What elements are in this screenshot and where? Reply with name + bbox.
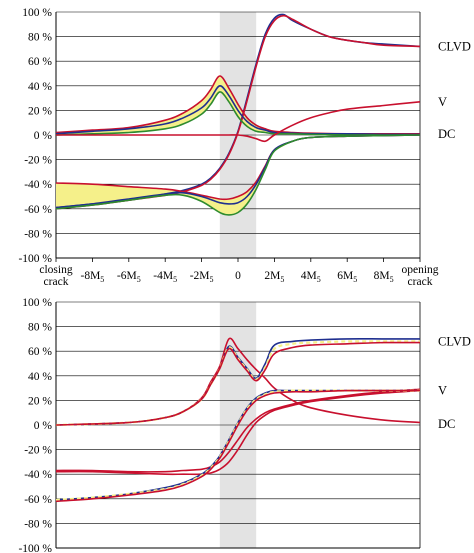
bottom-y-tick-label: -40 % bbox=[24, 469, 52, 481]
top-annotation-v: V bbox=[438, 95, 447, 109]
top-y-tick-label: 40 % bbox=[28, 81, 52, 93]
top-x-tick-label: 4M5 bbox=[301, 270, 321, 284]
top-y-tick-label: -40 % bbox=[24, 179, 52, 191]
top-y-tick-label: 100 % bbox=[22, 7, 52, 19]
chart-panel-bottom: 100 % 80 % 60 % 40 % 20 % 0 % -20 % -40 % -60 % -… bbox=[18, 297, 470, 553]
bottom-y-tick-label: 80 % bbox=[28, 322, 52, 334]
top-annotation-clvd: CLVD bbox=[438, 39, 471, 53]
top-x-tick-label: 2M5 bbox=[264, 270, 284, 284]
top-series-vneg_green bbox=[55, 134, 421, 216]
top-x-tick-label: crack bbox=[408, 276, 433, 288]
top-x-tick-label: 6M5 bbox=[337, 270, 357, 284]
bottom-series-v_red_lower bbox=[55, 389, 421, 476]
top-band-vneg_red bbox=[56, 135, 420, 215]
bottom-y-tick-label: 100 % bbox=[22, 297, 52, 309]
top-y-tick-label: 60 % bbox=[28, 56, 52, 68]
bottom-annotation-clvd: CLVD bbox=[438, 334, 471, 348]
bottom-y-tick-label: -60 % bbox=[24, 494, 52, 506]
top-y-tick-label: -100 % bbox=[18, 253, 52, 265]
top-x-tick-label: -4M5 bbox=[153, 270, 177, 284]
top-y-tick-label: -80 % bbox=[24, 228, 52, 240]
bottom-y-tick-label: 40 % bbox=[28, 371, 52, 383]
top-x-tick-label: opening bbox=[401, 264, 438, 276]
top-x-tick-label: crack bbox=[44, 276, 69, 288]
top-x-tick-label: -8M5 bbox=[80, 270, 104, 284]
bottom-annotation-v: V bbox=[438, 384, 447, 398]
bottom-y-tick-label: 60 % bbox=[28, 346, 52, 358]
top-y-tick-label: -20 % bbox=[24, 155, 52, 167]
bottom-series-clvd_red_neg bbox=[55, 389, 420, 503]
top-x-tick-label: 8M5 bbox=[374, 270, 394, 284]
top-x-tick-label: -2M5 bbox=[190, 270, 214, 284]
top-series-vpos_red bbox=[56, 101, 421, 143]
top-y-tick-label: 80 % bbox=[28, 32, 52, 44]
top-series-dc_green bbox=[55, 91, 420, 136]
top-x-tick-label: 0 bbox=[235, 270, 241, 282]
top-x-tick-label: -6M5 bbox=[117, 270, 141, 284]
top-annotation-dc: DC bbox=[438, 127, 455, 141]
top-y-tick-label: 0 % bbox=[34, 130, 53, 142]
bottom-series-clvd_red_pos bbox=[55, 341, 421, 426]
top-y-tick-label: 20 % bbox=[28, 105, 52, 117]
chart-panel-top: 100 % 80 % 60 % 40 % 20 % 0 % -20 % -40 % -60 % -… bbox=[18, 7, 470, 288]
bottom-y-tick-label: -100 % bbox=[18, 543, 52, 553]
bottom-y-tick-label: 20 % bbox=[28, 395, 52, 407]
bottom-y-tick-label: -20 % bbox=[24, 445, 52, 457]
bottom-annotation-dc: DC bbox=[438, 417, 455, 431]
bottom-y-tick-label: 0 % bbox=[34, 420, 53, 432]
bottom-series-v_red_upper bbox=[55, 388, 421, 473]
top-x-tick-label: closing bbox=[39, 264, 72, 276]
top-y-tick-label: -60 % bbox=[24, 204, 52, 216]
bottom-y-tick-label: -80 % bbox=[24, 518, 52, 530]
